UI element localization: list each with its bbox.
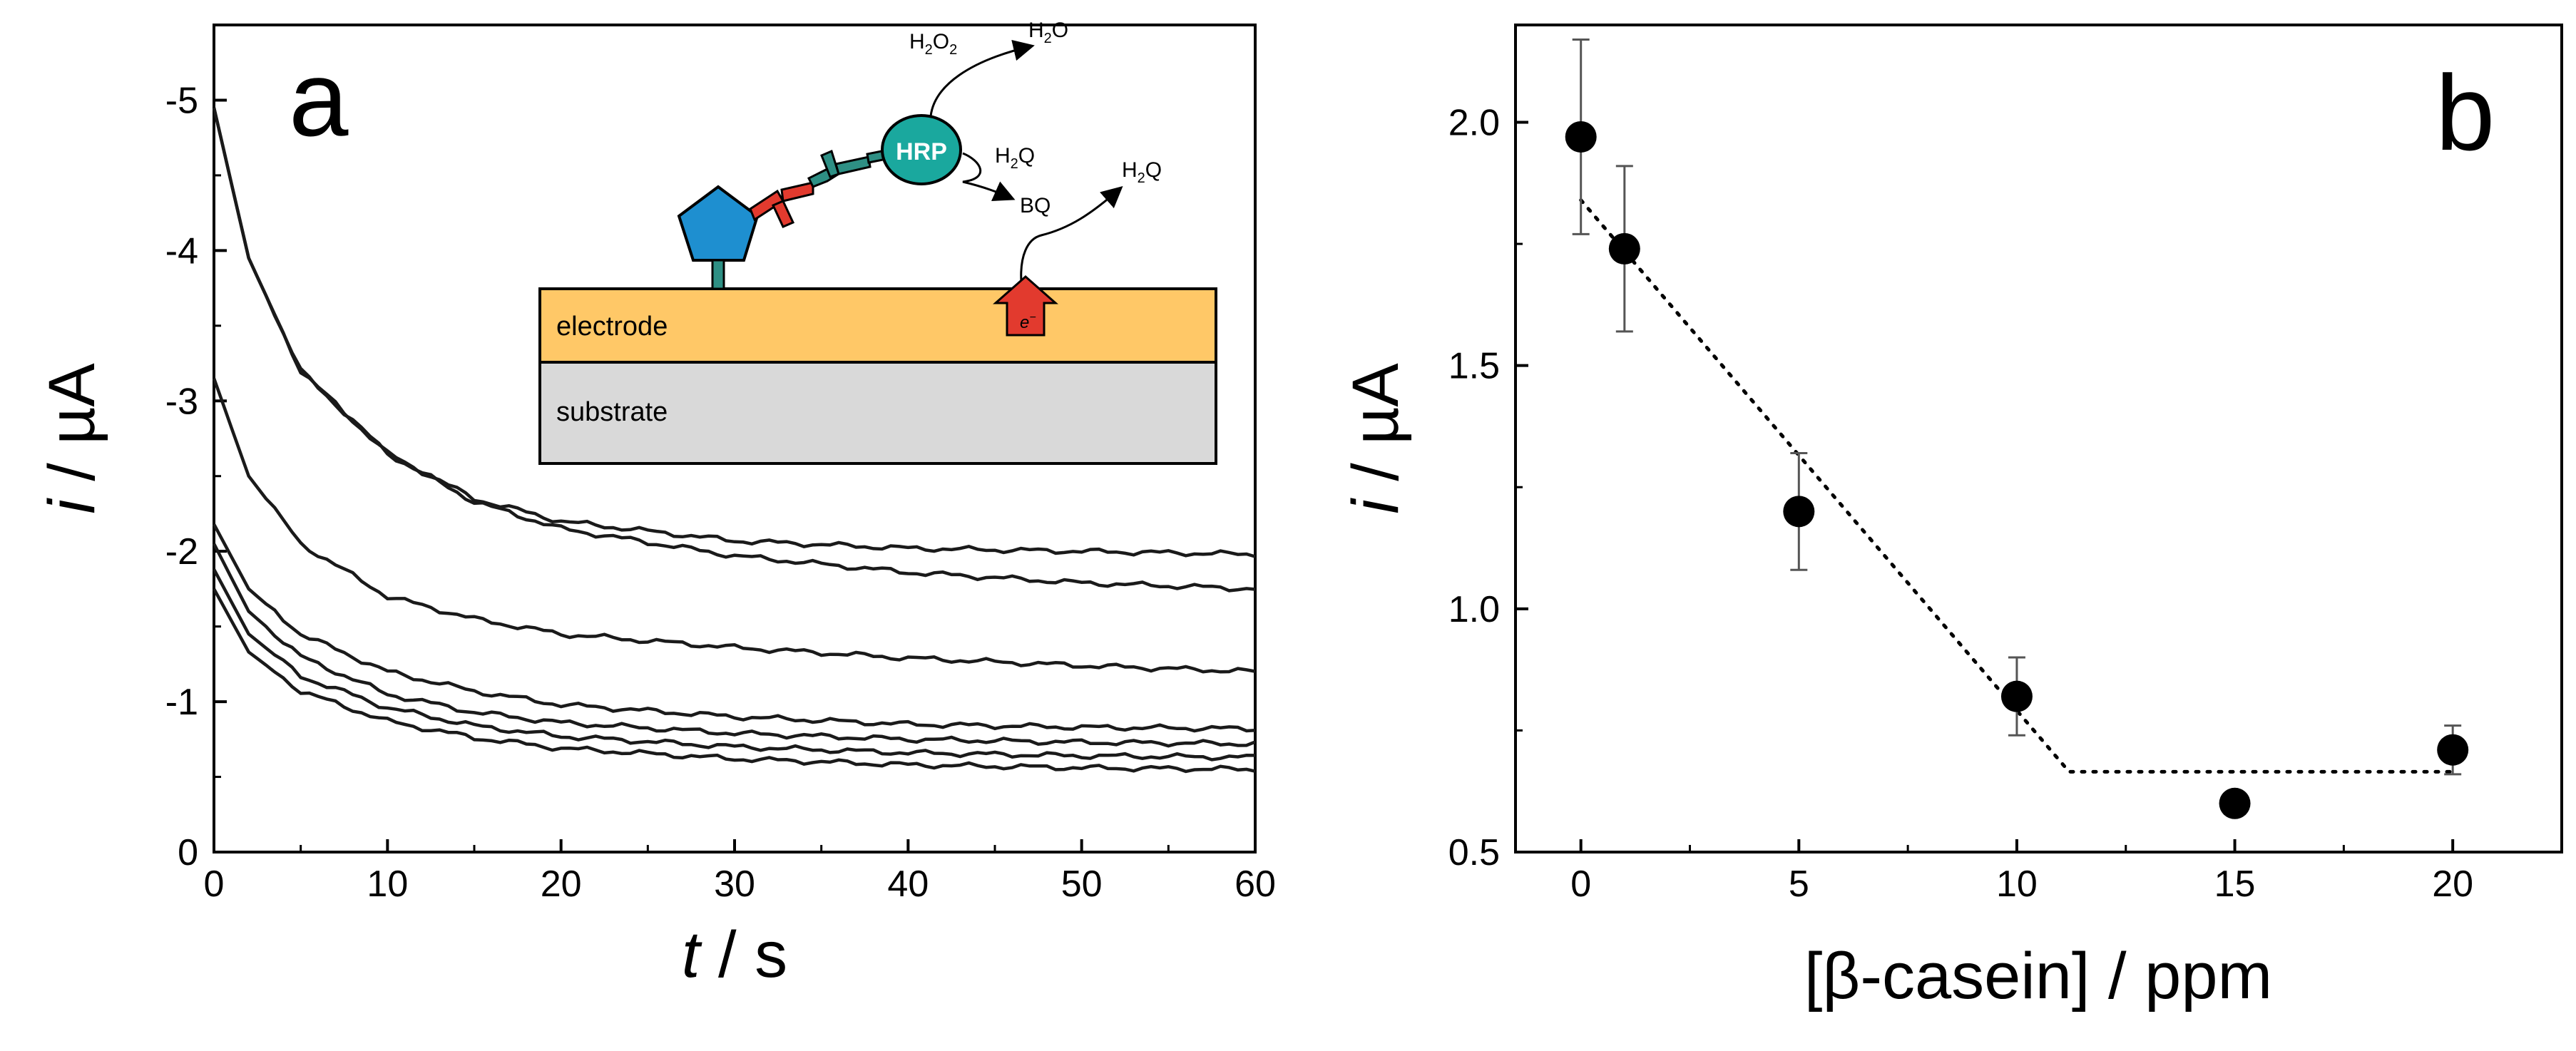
panel-b-data-point bbox=[2437, 734, 2469, 766]
secondary-antibody-icon bbox=[807, 148, 891, 188]
panel-b-data-point bbox=[2219, 787, 2251, 819]
panel-a-y-axis-label-var: i bbox=[36, 498, 108, 514]
panel-b-x-tick-label: 0 bbox=[1570, 863, 1591, 905]
panel-b-y-tick-label: 1.0 bbox=[1448, 589, 1500, 630]
panel-a-y-tick-label: 0 bbox=[178, 832, 198, 873]
panel-a-series-line bbox=[212, 543, 1256, 748]
inset-h2o-top-label: H2O bbox=[1028, 19, 1068, 46]
panel-b-fit-line bbox=[1579, 198, 2455, 774]
panel-a-x-tick-label: 50 bbox=[1061, 863, 1103, 905]
panel-b: 0 5 10 15 200.51.01.52.0 b [β-casein] / ppm … bbox=[1339, 24, 2563, 1012]
panel-a-x-axis-label-var: t bbox=[682, 918, 702, 991]
panel-b-data-point bbox=[1783, 496, 1815, 528]
panel-b-letter: b bbox=[2436, 53, 2495, 173]
hrp-enzyme-icon bbox=[881, 114, 962, 185]
panel-a-y-axis-label-unit: / µA bbox=[36, 363, 108, 500]
panel-b-y-axis-label-unit: / µA bbox=[1339, 363, 1412, 500]
panel-b-data-point bbox=[1565, 121, 1597, 153]
panel-a-series-line bbox=[212, 107, 1256, 593]
panel-a-series-line bbox=[213, 568, 1256, 762]
panel-a: 0 10 20 30 40 50 600-1-2-3-4-5 a t / s i / µA … bbox=[36, 19, 1276, 991]
panel-a-x-tick-label: 30 bbox=[714, 863, 755, 905]
panel-b-x-tick-label: 20 bbox=[2432, 863, 2473, 905]
panel-a-series-line bbox=[212, 377, 1256, 674]
panel-a-x-axis-label: t / s bbox=[682, 918, 787, 991]
inset-bq-label: BQ bbox=[1020, 194, 1051, 217]
panel-b-x-tick-label: 5 bbox=[1789, 863, 1809, 905]
panel-a-x-tick-label: 40 bbox=[887, 863, 929, 905]
panel-b-y-tick-label: 0.5 bbox=[1448, 832, 1500, 873]
panel-a-x-axis-label-unit: / s bbox=[700, 918, 787, 991]
panel-a-y-tick-label: -5 bbox=[165, 80, 198, 121]
inset-substrate-layer bbox=[538, 361, 1217, 465]
panel-a-series bbox=[212, 107, 1256, 774]
panel-a-x-tick-label: 0 bbox=[204, 863, 225, 905]
panel-a-x-tick-label: 60 bbox=[1235, 863, 1276, 905]
inset-schematic: electrode substrate HRP bbox=[538, 19, 1217, 465]
panel-a-y-axis-label: i / µA bbox=[36, 363, 108, 514]
reaction-arrow-h2q-bq bbox=[962, 152, 1016, 201]
antigen-icon bbox=[677, 185, 760, 262]
panel-b-y-tick-label: 2.0 bbox=[1448, 102, 1500, 143]
panel-b-frame bbox=[1514, 24, 2563, 853]
reaction-arrow-electrode bbox=[1020, 186, 1123, 282]
panel-a-x-tick-label: 10 bbox=[367, 863, 408, 905]
reaction-arrow-h2o2 bbox=[929, 39, 1035, 117]
inset-h2q-mid-label: H2Q bbox=[995, 144, 1035, 172]
panel-b-ticks: 0 5 10 15 20 0.5 1.0 1.5 2.0 bbox=[1448, 102, 2473, 905]
inset-electrode-label: electrode bbox=[556, 312, 668, 342]
panel-b-data-point bbox=[1608, 232, 1640, 265]
panel-b-y-axis-label-var: i bbox=[1339, 498, 1412, 514]
panel-a-series-line bbox=[213, 523, 1256, 733]
panel-b-y-tick-label: 1.5 bbox=[1448, 346, 1500, 387]
panel-a-y-tick-label: -4 bbox=[165, 230, 198, 272]
electron-arrow-icon bbox=[993, 275, 1058, 337]
panel-a-ticks: 0 10 20 30 40 50 60 0 -1 -2 -3 -4 -5 bbox=[165, 80, 1276, 905]
panel-a-y-tick-label: -3 bbox=[165, 381, 198, 422]
panel-b-data-point bbox=[2000, 680, 2033, 712]
primary-antibody-icon bbox=[749, 181, 814, 228]
panel-b-x-tick-label: 15 bbox=[2214, 863, 2256, 905]
panel-a-series-line bbox=[212, 107, 1256, 558]
panel-a-y-tick-label: -2 bbox=[165, 531, 198, 573]
hrp-label: HRP bbox=[896, 138, 947, 165]
inset-h2q-right-label: H2Q bbox=[1122, 158, 1162, 186]
panel-b-y-axis-label: i / µA bbox=[1339, 363, 1412, 514]
panel-a-letter: a bbox=[289, 39, 349, 158]
panel-b-series bbox=[1565, 38, 2469, 819]
inset-substrate-label: substrate bbox=[556, 397, 668, 427]
antigen-linker bbox=[711, 259, 725, 290]
panel-a-series-line bbox=[213, 588, 1256, 774]
panel-b-x-tick-label: 10 bbox=[1996, 863, 2038, 905]
inset-electrode-layer bbox=[538, 287, 1217, 364]
panel-a-y-tick-label: -1 bbox=[165, 682, 198, 723]
panel-b-x-axis-label: [β-casein] / ppm bbox=[1804, 940, 2272, 1012]
inset-h2o2-label: H2O2 bbox=[909, 30, 957, 58]
panel-a-x-tick-label: 20 bbox=[541, 863, 582, 905]
